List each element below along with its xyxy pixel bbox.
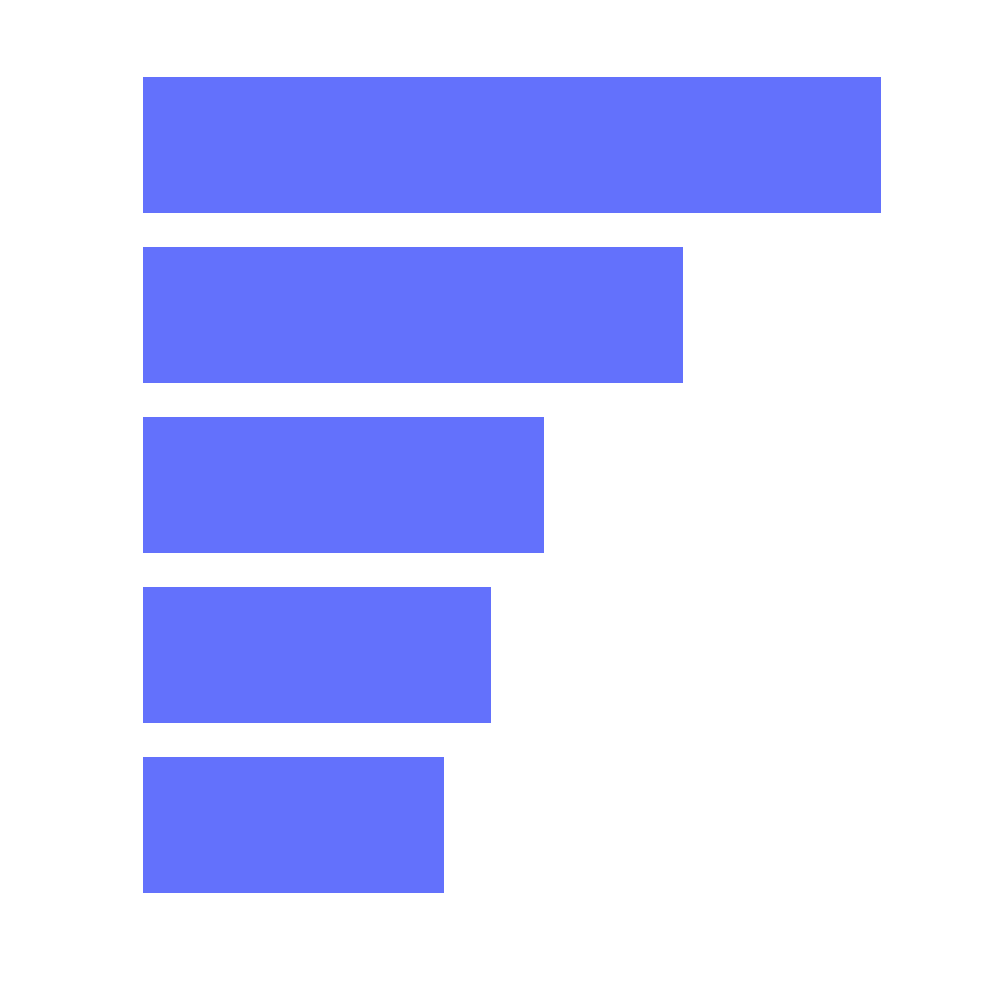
bar-5 xyxy=(143,757,444,893)
bar-3 xyxy=(143,417,544,553)
bars-group xyxy=(143,77,881,893)
bar-2 xyxy=(143,247,683,383)
bar-4 xyxy=(143,587,491,723)
bar-1 xyxy=(143,77,881,213)
